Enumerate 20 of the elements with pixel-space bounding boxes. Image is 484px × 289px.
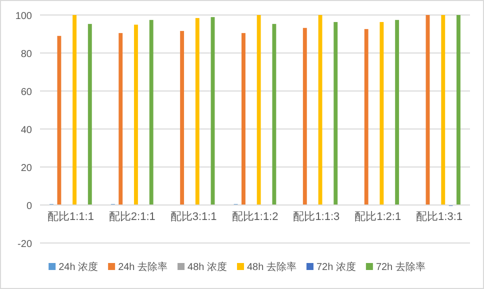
legend-label: 48h 浓度 (188, 261, 227, 273)
y-tick-label: -20 (18, 239, 32, 250)
x-tick-label: 配比1:1:1 (47, 210, 94, 223)
x-tick-label: 配比1:1:3 (293, 210, 340, 223)
y-tick-label: 40 (20, 125, 32, 136)
legend-label: 48h 去除率 (247, 261, 296, 273)
y-tick-label: 100 (15, 11, 32, 22)
y-tick-label: 80 (20, 49, 32, 60)
y-tick-label: 20 (20, 163, 32, 174)
legend-label: 72h 浓度 (316, 261, 356, 273)
x-tick-label: 配比1:2:1 (354, 210, 402, 223)
legend-label: 72h 去除率 (376, 261, 426, 273)
y-tick-label: 60 (20, 87, 32, 98)
y-tick-label: 0 (26, 201, 32, 212)
x-tick-label: 配比3:1:1 (170, 210, 217, 223)
x-tick-label: 配比1:1:2 (232, 210, 278, 223)
x-tick-label: 配比2:1:1 (108, 210, 156, 223)
legend-label: 24h 去除率 (118, 261, 168, 273)
legend-label: 24h 浓度 (58, 261, 98, 273)
x-tick-label: 配比1:3:1 (416, 210, 463, 223)
